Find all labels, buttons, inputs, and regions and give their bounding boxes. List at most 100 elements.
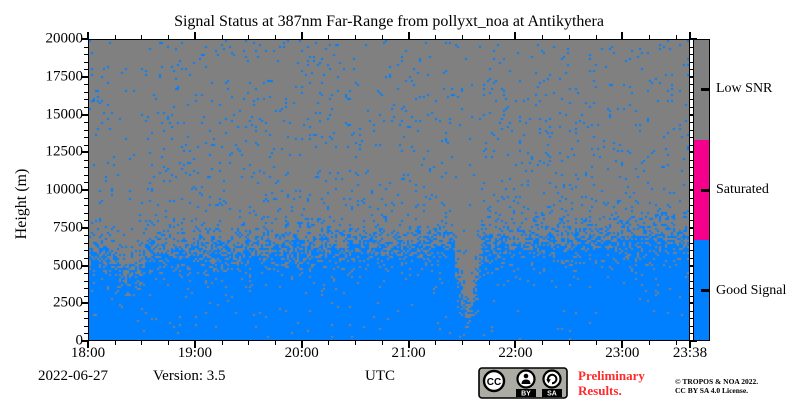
x-major-tick-top xyxy=(689,32,691,39)
x-major-tick xyxy=(193,341,196,348)
cc-icon-text: CC xyxy=(487,377,501,388)
y-minor-tick xyxy=(84,84,88,86)
y-minor-tick xyxy=(84,167,88,169)
y-minor-tick xyxy=(84,91,88,93)
y-major-tick xyxy=(81,151,88,154)
x-minor-tick xyxy=(675,341,677,345)
y-minor-tick xyxy=(84,220,88,222)
y-tick-label: 15000 xyxy=(45,106,84,122)
y-minor-tick xyxy=(84,174,88,176)
y-minor-tick-right xyxy=(690,205,694,207)
sa-arrow-arc xyxy=(547,373,558,385)
x-major-tick-top xyxy=(621,32,624,39)
y-minor-tick-right xyxy=(690,174,694,176)
x-minor-tick xyxy=(328,341,330,345)
y-minor-tick-right xyxy=(690,197,694,199)
x-major-tick xyxy=(621,341,624,348)
x-minor-tick xyxy=(435,341,437,345)
x-minor-tick-top xyxy=(248,35,250,39)
x-minor-tick xyxy=(488,341,490,345)
x-major-tick xyxy=(87,341,89,348)
colorbar-label: Good Signal xyxy=(716,282,787,298)
x-tick-label: 21:00 xyxy=(391,345,426,361)
x-minor-tick-top xyxy=(488,35,490,39)
cc-icon xyxy=(482,369,506,393)
signal-status-heatmap-canvas xyxy=(89,40,689,340)
y-tick-label: 12500 xyxy=(45,143,84,160)
y-major-tick xyxy=(81,340,88,342)
y-minor-tick xyxy=(84,250,88,252)
version-label: Version: 3.5 xyxy=(153,368,226,384)
y-minor-tick xyxy=(84,61,88,63)
y-tick-label: 20000 xyxy=(45,30,84,47)
x-minor-tick xyxy=(355,341,357,345)
colorbar-tick xyxy=(701,87,710,91)
x-major-tick xyxy=(300,341,303,348)
x-major-tick-top xyxy=(407,32,410,39)
x-minor-tick-top xyxy=(675,35,677,39)
y-minor-tick-right xyxy=(690,257,694,259)
y-minor-tick xyxy=(84,182,88,184)
x-minor-tick xyxy=(221,341,223,345)
x-major-tick-top xyxy=(514,32,517,39)
y-minor-tick xyxy=(84,318,88,320)
y-minor-tick-right xyxy=(690,182,694,184)
y-minor-tick-right xyxy=(690,280,694,282)
y-major-tick xyxy=(81,113,88,116)
x-minor-tick xyxy=(168,341,170,345)
y-minor-tick-right xyxy=(690,61,694,63)
y-tick-label: 5000 xyxy=(53,257,83,273)
y-minor-tick xyxy=(84,257,88,259)
x-minor-tick-top xyxy=(435,35,437,39)
y-minor-tick xyxy=(84,273,88,275)
copyright-note: © TROPOS & NOA 2022. CC BY SA 4.0 Licens… xyxy=(675,377,758,395)
y-minor-tick-right xyxy=(690,235,694,237)
x-minor-tick-top xyxy=(355,35,357,39)
y-minor-tick-right xyxy=(690,318,694,320)
x-major-tick xyxy=(407,341,410,348)
copyright-line1: © TROPOS & NOA 2022. xyxy=(675,377,759,386)
x-major-tick-top xyxy=(300,32,303,39)
x-minor-tick-top xyxy=(381,35,383,39)
x-minor-tick-top xyxy=(328,35,330,39)
x-minor-tick xyxy=(649,341,651,345)
y-major-tick-right xyxy=(690,340,697,342)
y-major-tick xyxy=(81,226,88,229)
colorbar-label: Saturated xyxy=(716,182,769,197)
colorbar-tick xyxy=(701,289,710,293)
y-minor-tick-right xyxy=(690,69,694,71)
y-tick-label: 2500 xyxy=(53,294,83,311)
sa-arrow-head xyxy=(546,379,551,384)
x-major-tick-top xyxy=(87,32,89,39)
y-tick-label: 0 xyxy=(75,332,84,349)
y-minor-tick xyxy=(84,122,88,124)
y-minor-tick xyxy=(84,310,88,312)
y-minor-tick-right xyxy=(690,106,694,108)
y-minor-tick xyxy=(84,106,88,108)
by-label: BY xyxy=(521,391,531,398)
y-minor-tick-right xyxy=(690,91,694,93)
preliminary-line2: Results. xyxy=(578,383,622,398)
y-minor-tick-right xyxy=(690,167,694,169)
by-label-plate xyxy=(516,389,536,397)
x-minor-tick-top xyxy=(595,35,597,39)
y-minor-tick-right xyxy=(690,137,694,139)
x-minor-tick-top xyxy=(568,35,570,39)
y-minor-tick-right xyxy=(690,84,694,86)
y-major-tick xyxy=(81,75,88,78)
x-minor-tick-top xyxy=(462,35,464,39)
x-minor-tick xyxy=(248,341,250,345)
plot-area xyxy=(88,39,690,341)
y-minor-tick-right xyxy=(690,288,694,290)
y-minor-tick xyxy=(84,54,88,56)
x-tick-label: 23:38 xyxy=(672,345,708,361)
y-minor-tick-right xyxy=(690,273,694,275)
y-minor-tick xyxy=(84,129,88,131)
cc-by-sa-badge: CC BY SA xyxy=(478,367,568,399)
sa-label-plate xyxy=(542,389,562,397)
y-minor-tick-right xyxy=(690,129,694,131)
by-person-head xyxy=(523,373,529,379)
x-minor-tick-top xyxy=(141,35,143,39)
y-minor-tick-right xyxy=(690,212,694,214)
